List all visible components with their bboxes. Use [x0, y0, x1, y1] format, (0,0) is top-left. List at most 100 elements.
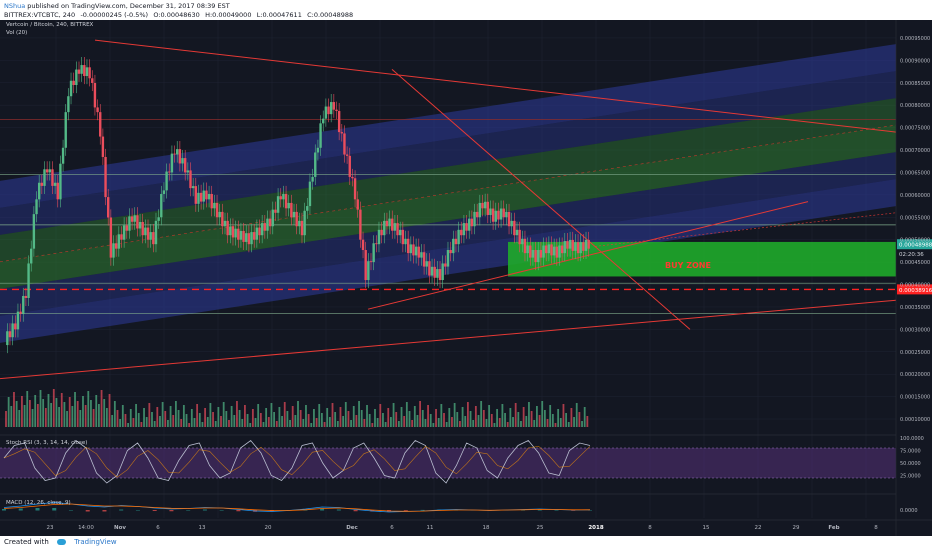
candle-body — [383, 220, 386, 236]
candle-body — [377, 229, 381, 245]
candle-body — [130, 216, 134, 222]
candle-body — [457, 229, 460, 245]
volume-bar — [66, 411, 68, 427]
candle-body — [258, 227, 261, 236]
volume-bar — [177, 410, 180, 427]
tradingview-link[interactable]: TradingView — [74, 538, 117, 546]
volume-bar — [119, 419, 122, 427]
author-link[interactable]: NShua — [4, 2, 26, 10]
buy-zone-label: BUY ZONE — [665, 261, 711, 270]
candle-body — [412, 244, 415, 256]
macd-histogram-bar — [420, 509, 425, 511]
x-tick-label: 22 — [755, 525, 762, 531]
volume-bar — [206, 417, 209, 427]
candle-body — [446, 250, 450, 267]
y-tick-label: 0.00035000 — [900, 305, 930, 311]
candle-body — [545, 245, 548, 254]
volume-bar — [172, 415, 175, 427]
candle-body — [77, 69, 81, 74]
volume-bar — [13, 392, 15, 427]
volume-bar — [236, 401, 238, 427]
publish-info: NShua published on TradingView.com, Dece… — [4, 2, 230, 10]
candle-body — [181, 158, 184, 164]
candle-body — [48, 169, 51, 173]
volume-bar — [167, 420, 169, 427]
candle-body — [438, 269, 442, 281]
macd-histogram-bar — [35, 508, 40, 511]
candle-body — [372, 243, 375, 263]
volume-bar — [559, 418, 562, 427]
candle-body — [436, 269, 439, 278]
candle-body — [189, 170, 192, 189]
candle-body — [6, 331, 9, 346]
candle-body — [176, 149, 179, 155]
macd-histogram-bar — [152, 510, 157, 511]
close-value: C:0.00048988 — [307, 11, 354, 19]
candle-body — [223, 220, 227, 227]
volume-bar — [153, 421, 156, 427]
volume-bar — [26, 391, 29, 427]
volume-bar — [47, 394, 50, 427]
candle-body — [329, 102, 333, 115]
volume-bar — [214, 421, 217, 427]
volume-bar — [504, 413, 506, 427]
volume-bar — [23, 405, 26, 427]
volume-bar — [387, 408, 390, 427]
trendline — [94, 39, 897, 133]
volume-bar — [76, 401, 79, 427]
volume-bar — [575, 403, 578, 427]
candle-body — [295, 211, 298, 227]
buy-zone-rect — [508, 241, 896, 277]
volume-bar — [18, 410, 21, 427]
candle-body — [11, 323, 14, 338]
volume-bar — [456, 412, 459, 427]
candle-body — [481, 202, 484, 209]
candle-body — [563, 241, 566, 254]
chart-title: Vertcoin / Bitcoin, 240, BITTREX — [6, 22, 94, 28]
candle-body — [53, 182, 57, 186]
candle-body — [146, 227, 150, 240]
tradingview-logo-icon — [57, 539, 67, 545]
candle-body — [521, 238, 524, 245]
candle-body — [51, 169, 54, 186]
candle-body — [154, 220, 158, 245]
macd-histogram-bar — [119, 509, 124, 511]
volume-bar — [474, 406, 477, 427]
candle-body — [213, 202, 216, 209]
volume-bar — [477, 415, 480, 427]
volume-bar — [180, 419, 183, 427]
candle-body — [406, 238, 410, 254]
volume-bar — [520, 421, 522, 427]
candle-body — [218, 211, 221, 218]
candle-body — [550, 244, 553, 256]
candle-body — [582, 242, 585, 251]
candle-body — [444, 263, 447, 267]
symbol-label: BITTREX:VTCBTC, 240 — [4, 11, 76, 19]
volume-bar — [517, 412, 520, 427]
volume-bar — [578, 412, 581, 427]
volume-bar — [405, 402, 408, 427]
x-tick-label: 29 — [793, 525, 800, 531]
candle-body — [122, 225, 126, 240]
volume-bar — [315, 418, 318, 427]
volume-bar — [464, 416, 467, 427]
volume-bar — [283, 402, 286, 427]
volume-bar — [60, 393, 63, 427]
candle-body — [298, 220, 301, 227]
chart-canvas[interactable]: 0.00048988 02:20:36 0.00038916 100.0000 75.… — [0, 20, 932, 536]
candle-body — [576, 242, 580, 254]
trendline — [594, 212, 897, 247]
volume-bar — [257, 404, 260, 427]
candle-body — [210, 193, 213, 209]
trendline — [391, 68, 691, 330]
volume-bar — [509, 408, 512, 427]
candle-body — [574, 242, 577, 251]
y-tick-label: 0.00015000 — [900, 395, 930, 401]
volume-bar — [281, 416, 283, 427]
candle-body — [162, 190, 166, 194]
macd-histogram-bar — [236, 510, 241, 512]
candle-body — [83, 65, 86, 77]
volume-bar — [270, 403, 273, 427]
volume-bar — [267, 417, 270, 427]
candle-body — [497, 210, 500, 220]
